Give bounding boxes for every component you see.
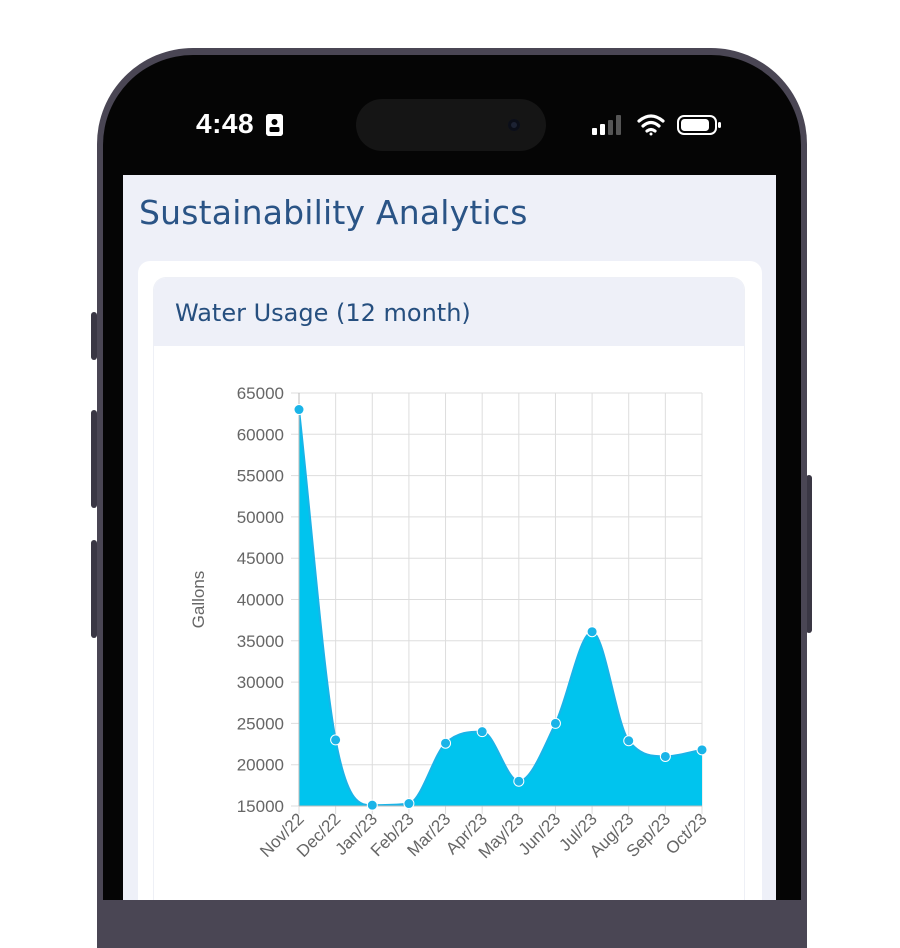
id-card-icon <box>266 114 283 136</box>
status-icons <box>590 110 730 144</box>
water-usage-card: Water Usage (12 month) 15000 20000 25000 30… <box>154 278 744 900</box>
y-tick-label: 15000 <box>237 797 284 816</box>
water-usage-chart: 15000 20000 25000 30000 35000 40000 45000 50000… <box>189 384 711 862</box>
power-button <box>806 475 812 633</box>
y-tick-label: 50000 <box>237 508 284 527</box>
y-tick-label: 35000 <box>237 632 284 651</box>
y-axis-label: Gallons <box>189 571 208 629</box>
y-tick-label: 25000 <box>237 714 284 733</box>
app-screen: Sustainability Analytics Water Usage (12… <box>123 175 776 900</box>
page-title: Sustainability Analytics <box>139 193 528 232</box>
camera-icon <box>508 119 520 131</box>
action-button <box>91 312 97 360</box>
series-area <box>299 409 702 806</box>
battery-icon <box>677 115 721 135</box>
y-tick-label: 30000 <box>237 673 284 692</box>
data-point <box>659 750 671 762</box>
data-point <box>440 737 452 749</box>
data-point <box>366 799 378 811</box>
status-time: 4:48 <box>196 108 255 139</box>
y-tick-label: 55000 <box>237 467 284 486</box>
card-title: Water Usage (12 month) <box>175 299 471 327</box>
data-point <box>293 404 305 416</box>
data-point <box>476 726 488 738</box>
data-point <box>586 626 598 638</box>
y-tick-label: 45000 <box>237 549 284 568</box>
series-line <box>298 409 703 807</box>
data-point <box>513 775 525 787</box>
data-point <box>330 734 342 746</box>
data-point <box>403 798 415 810</box>
x-tick-label: Jun/23 <box>515 809 565 859</box>
cellular-signal-icon <box>592 115 621 135</box>
y-tick-label: 65000 <box>237 384 284 403</box>
dashboard-panel: Water Usage (12 month) 15000 20000 25000 30… <box>138 261 762 900</box>
data-point <box>623 735 635 747</box>
data-point <box>549 717 561 729</box>
y-tick-label: 60000 <box>237 425 284 444</box>
y-tick-label: 40000 <box>237 591 284 610</box>
wifi-icon <box>637 114 665 136</box>
volume-up-button <box>91 410 97 508</box>
volume-down-button <box>91 540 97 638</box>
y-tick-label: 20000 <box>237 756 284 775</box>
x-tick-label: Oct/23 <box>662 809 711 858</box>
card-header: Water Usage (12 month) <box>154 278 744 346</box>
data-point <box>696 744 708 756</box>
